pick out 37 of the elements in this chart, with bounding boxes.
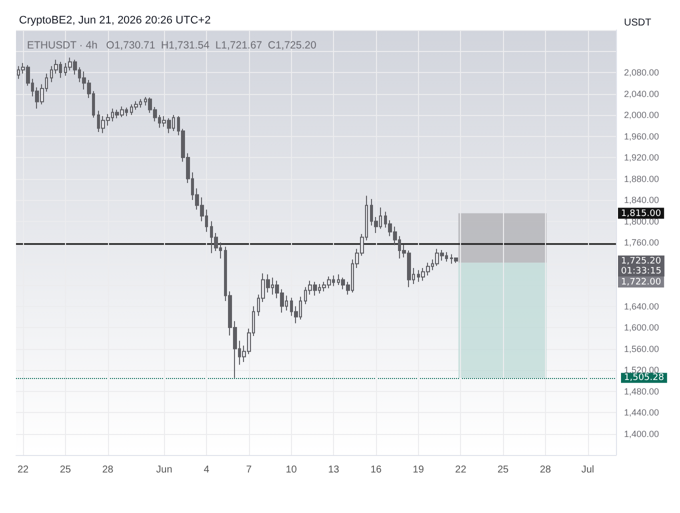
x-tick-label: 28 bbox=[102, 464, 114, 476]
y-tick-label: 2,080.00 bbox=[624, 68, 660, 78]
chart-title: CryptoBE2, Jun 21, 2026 20:26 UTC+2 bbox=[19, 14, 211, 26]
ref-line-label: 1,505.28 bbox=[624, 372, 664, 383]
y-tick-label: 1,640.00 bbox=[624, 301, 660, 312]
text: 1,725.20 01:33:15 bbox=[621, 256, 662, 276]
y-tick-label: 1,600.00 bbox=[624, 322, 660, 332]
y-tick-label: 1,960.00 bbox=[624, 131, 660, 142]
y-tick-label: 1,400.00 bbox=[624, 428, 660, 439]
y-tick-label: 1,440.00 bbox=[624, 408, 660, 418]
y-tick-label: 1,880.00 bbox=[624, 174, 660, 184]
y-axis-title: USDT bbox=[624, 18, 652, 28]
text: 1,815.00 bbox=[621, 208, 662, 219]
x-tick-label: 7 bbox=[246, 464, 252, 476]
y-tick-label: 1,800.00 bbox=[624, 216, 660, 226]
text: ETHUSDT · 4h O1,730.71 H1,731.54 L1,721.67 C1,725.20 bbox=[27, 40, 316, 52]
x-tick-label: Jul bbox=[581, 464, 594, 476]
y-tick-label: 1,480.00 bbox=[624, 386, 660, 396]
text: 1,722.00 bbox=[621, 277, 662, 288]
x-tick-label: 16 bbox=[370, 464, 382, 476]
x-tick-label: 25 bbox=[60, 464, 72, 476]
y-tick-label: 2,040.00 bbox=[624, 88, 660, 99]
y-tick-label: 1,920.00 bbox=[624, 152, 660, 162]
y-tick-label: 1,760.00 bbox=[624, 238, 660, 248]
x-tick-label: 10 bbox=[286, 464, 298, 476]
x-tick-label: 25 bbox=[497, 464, 510, 476]
x-tick-label: 22 bbox=[17, 464, 30, 476]
x-tick-label: 13 bbox=[328, 464, 340, 476]
y-tick-label: 1,840.00 bbox=[624, 195, 660, 205]
candlestick bbox=[454, 257, 458, 264]
x-tick-label: 4 bbox=[204, 464, 210, 476]
x-tick-label: Jun bbox=[156, 464, 172, 476]
x-tick-label: 19 bbox=[412, 464, 424, 476]
y-tick-label: 2,000.00 bbox=[624, 110, 660, 120]
y-tick-label: 1,560.00 bbox=[624, 344, 660, 354]
x-tick-label: 28 bbox=[540, 464, 552, 476]
x-tick-label: 22 bbox=[455, 464, 467, 476]
